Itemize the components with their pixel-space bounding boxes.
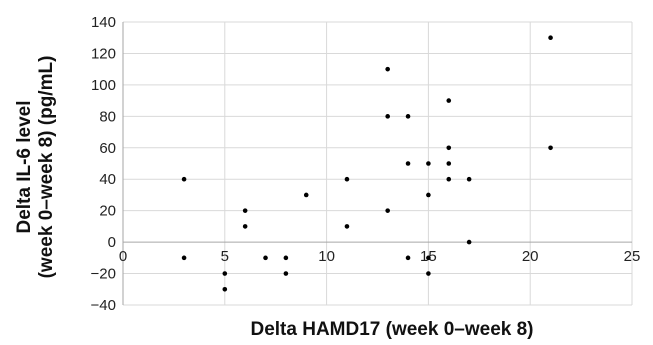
- tick-labels: −40−200204060801001201400510152025: [91, 14, 641, 314]
- grid: [123, 21, 633, 306]
- data-point: [405, 161, 411, 166]
- y-tick-label: 140: [91, 14, 116, 31]
- data-point: [548, 35, 553, 41]
- data-point: [385, 66, 390, 72]
- data-point: [426, 271, 431, 276]
- x-tick-label: 0: [119, 248, 127, 265]
- y-tick-label: 80: [99, 108, 116, 125]
- x-tick-label: 10: [318, 248, 335, 265]
- data-point: [426, 255, 431, 261]
- data-point: [405, 114, 411, 119]
- x-tick-label: 5: [221, 248, 229, 265]
- data-point: [446, 176, 452, 182]
- data-point: [283, 255, 289, 261]
- data-point: [548, 145, 553, 151]
- y-tick-label: 120: [91, 45, 116, 62]
- y-tick-label: 0: [108, 234, 116, 251]
- data-point: [344, 176, 350, 182]
- data-point: [446, 98, 452, 103]
- x-tick-label: 25: [624, 248, 641, 265]
- axes: [122, 22, 632, 305]
- data-point: [181, 255, 187, 261]
- y-tick-label: 20: [99, 203, 116, 220]
- y-tick-label: −20: [91, 266, 116, 283]
- data-point: [385, 208, 390, 213]
- data-point: [466, 239, 472, 245]
- y-tick-label: −40: [91, 297, 116, 314]
- y-axis-title-line2: (week 0–week 8) (pg/mL): [36, 56, 57, 279]
- data-points: [181, 35, 553, 292]
- data-point: [446, 145, 452, 151]
- data-point: [385, 114, 390, 119]
- data-point: [222, 286, 228, 292]
- data-point: [242, 224, 248, 229]
- data-point: [283, 271, 289, 276]
- data-point: [344, 224, 350, 229]
- data-point: [405, 255, 411, 261]
- data-point: [426, 161, 431, 166]
- y-tick-label: 60: [99, 140, 116, 157]
- data-point: [303, 192, 309, 198]
- data-point: [466, 176, 472, 182]
- data-point: [263, 255, 268, 261]
- x-axis-title: Delta HAMD17 (week 0–week 8): [250, 319, 533, 340]
- y-tick-label: 100: [91, 77, 116, 94]
- data-point: [426, 192, 431, 198]
- data-point: [446, 161, 452, 166]
- y-axis-title: Delta IL-6 level: [14, 100, 35, 233]
- data-point: [222, 271, 228, 276]
- data-point: [181, 176, 187, 182]
- y-tick-label: 40: [99, 171, 116, 188]
- x-tick-label: 20: [522, 248, 539, 265]
- data-point: [242, 208, 248, 213]
